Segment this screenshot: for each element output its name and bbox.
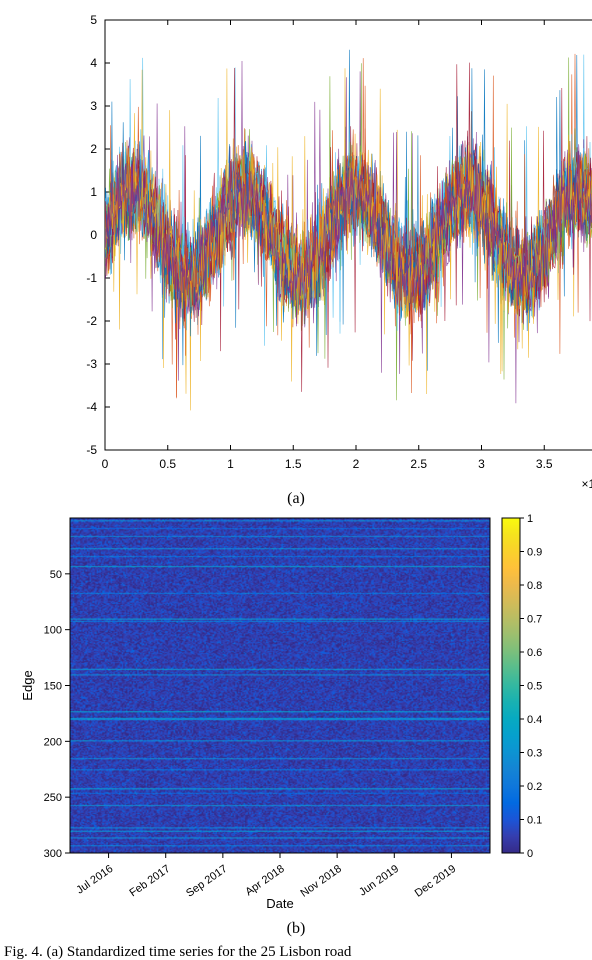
xtick-label: 1: [227, 457, 234, 471]
xtick-label: 3.5: [536, 457, 553, 471]
xtick-label: Dec 2019: [413, 863, 458, 900]
xtick-label: Jun 2019: [357, 863, 401, 899]
ytick-label: 5: [90, 13, 97, 27]
ytick-label: 200: [44, 736, 62, 748]
xtick-label: 2: [353, 457, 360, 471]
ytick-label: 0: [90, 228, 97, 242]
ytick-label: -5: [86, 443, 97, 457]
xtick-label: Nov 2018: [298, 863, 343, 900]
colorbar-tick-label: 1: [527, 513, 533, 525]
figure-caption: Fig. 4. (a) Standardized time series for…: [0, 944, 592, 960]
xtick-label: 0.5: [159, 457, 176, 471]
xtick-label: 3: [478, 457, 485, 471]
y-axis-label: Edge: [20, 670, 35, 700]
colorbar-tick-label: 0.1: [527, 815, 542, 827]
heatmap-image: [70, 518, 490, 853]
series-group: [105, 50, 592, 411]
colorbar-tick-label: 0.9: [527, 547, 542, 559]
colorbar-tick-label: 0.4: [527, 714, 542, 726]
ytick-label: 100: [44, 625, 62, 637]
colorbar-tick-label: 0.7: [527, 614, 542, 626]
x-exponent-label: ×10⁴: [581, 477, 592, 491]
ytick-label: 1: [90, 185, 97, 199]
timeseries-panel: -5-4-3-2-101234500.511.522.533.54×10⁴: [60, 10, 562, 440]
xtick-label: 0: [102, 457, 109, 471]
ytick-label: -1: [86, 271, 97, 285]
xtick-label: Jul 2016: [74, 863, 115, 897]
ytick-label: -2: [86, 314, 97, 328]
ytick-label: -4: [86, 400, 97, 414]
colorbar-tick-label: 0.2: [527, 781, 542, 793]
ytick-label: 150: [44, 681, 62, 693]
heatmap-panel: 50 100 150 200 250 300 Edge Jul 2016 Feb 2017 Sep…: [20, 502, 580, 922]
xtick-label: Feb 2017: [128, 863, 173, 899]
xtick-label: Sep 2017: [184, 863, 229, 900]
ytick-label: 300: [44, 848, 62, 860]
colorbar-tick-label: 0: [527, 848, 533, 860]
ytick-label: -3: [86, 357, 97, 371]
timeseries-svg: -5-4-3-2-101234500.511.522.533.54×10⁴: [60, 10, 592, 500]
colorbar-tick-label: 0.6: [527, 647, 542, 659]
colorbar: [502, 518, 520, 853]
ytick-label: 3: [90, 99, 97, 113]
ytick-label: 4: [90, 56, 97, 70]
xtick-label: 1.5: [285, 457, 302, 471]
colorbar-tick-label: 0.5: [527, 681, 542, 693]
ytick-label: 2: [90, 142, 97, 156]
colorbar-tick-label: 0.8: [527, 580, 542, 592]
ytick-label: 250: [44, 792, 62, 804]
xtick-label: Apr 2018: [243, 863, 286, 898]
xtick-label: 2.5: [410, 457, 427, 471]
colorbar-tick-label: 0.3: [527, 748, 542, 760]
heatmap-svg: 50 100 150 200 250 300 Edge Jul 2016 Feb 2017 Sep…: [20, 502, 580, 922]
ytick-label: 50: [50, 569, 62, 581]
panel-b-sublabel: (b): [0, 920, 592, 938]
x-axis-label: Date: [266, 896, 293, 911]
